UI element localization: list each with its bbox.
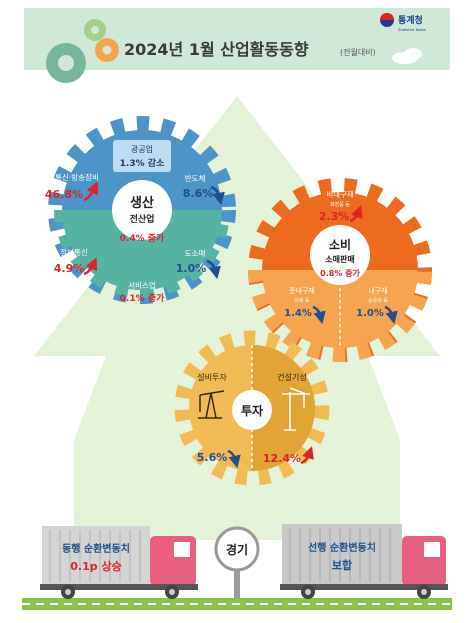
semiconductor-label: 반도체 — [185, 173, 206, 183]
info-value: 4.9% — [54, 262, 85, 275]
durable-value: 1.0% — [356, 308, 384, 319]
semidurable-down-arrow-icon — [312, 305, 326, 325]
header-gear-icon — [46, 19, 119, 83]
production-value: 0.4% 증가 — [120, 232, 165, 244]
coincident-truck — [40, 526, 198, 599]
construction-value: 12.4% — [263, 452, 301, 465]
nondurable-label: 비내구재 — [326, 190, 354, 199]
agency-name: 통계청 — [398, 14, 423, 26]
oil-pump-icon — [198, 390, 225, 419]
leading-truck — [280, 524, 448, 599]
page-title: 2024년 1월 산업활동동향 — [124, 40, 309, 59]
telecom-up-arrow-icon — [83, 181, 99, 202]
nondurable-value: 2.3% — [319, 210, 350, 223]
production-gear — [48, 116, 236, 304]
coincident-line2: 0.1p 상승 — [70, 559, 121, 573]
telecom-label: 통신·방송장비 — [55, 172, 99, 182]
economy-signpost — [214, 526, 260, 599]
economy-label: 경기 — [226, 542, 248, 557]
consumption-label: 소비 — [329, 237, 351, 252]
leading-line1: 선행 순환변동치 — [308, 541, 376, 554]
facility-label: 설비투자 — [197, 372, 227, 382]
info-label: 정보통신 — [60, 247, 88, 257]
durable-note: 승용차 등 — [368, 297, 388, 304]
telecom-value: 46.8% — [45, 188, 83, 201]
production-label: 생산 — [130, 195, 154, 211]
consumption-value: 0.8% 증가 — [320, 268, 360, 278]
construction-label: 건설기성 — [277, 372, 306, 382]
mining-value: 1.3% 감소 — [120, 157, 165, 169]
semidurable-label: 준내구재 — [289, 286, 315, 295]
retail-value: 1.0% — [176, 262, 207, 275]
semiconductor-down-arrow-icon — [210, 185, 225, 206]
background-arrow-shape — [34, 96, 440, 540]
consumption-sub: 소매판매 — [325, 254, 354, 264]
agency-logo — [380, 13, 394, 27]
info-up-arrow-icon — [83, 257, 98, 276]
mining-label-box — [113, 140, 171, 172]
retail-label: 도소매 — [185, 249, 206, 258]
consumption-gear — [248, 178, 432, 362]
title-note: (전월대비) — [340, 47, 376, 57]
production-sub: 전산업 — [130, 213, 155, 225]
service-value: 0.1% 증가 — [120, 292, 165, 304]
nondurable-note: 화장품 등 — [330, 201, 350, 208]
investment-label: 투자 — [241, 403, 263, 418]
facility-down-arrow-icon — [227, 449, 241, 469]
facility-value: 5.6% — [197, 451, 228, 464]
investment-gear — [174, 330, 330, 486]
leading-line2: 보합 — [332, 558, 352, 572]
construction-up-arrow-icon — [300, 446, 314, 465]
mining-label: 광공업 — [131, 144, 153, 154]
cloud-icon — [392, 48, 422, 64]
crane-icon — [282, 387, 310, 431]
semidurable-note: 의복 등 — [294, 297, 310, 304]
nondurable-up-arrow-icon — [349, 205, 363, 223]
durable-label: 내구재 — [368, 286, 387, 295]
semiconductor-value: 8.6% — [183, 187, 214, 200]
semidurable-value: 1.4% — [284, 308, 312, 319]
coincident-line1: 동행 순환변동치 — [62, 542, 130, 555]
retail-down-arrow-icon — [206, 259, 221, 280]
durable-down-arrow-icon — [384, 305, 398, 325]
agency-name-en: Statistics Korea — [398, 28, 426, 32]
service-label: 서비스업 — [128, 281, 156, 290]
